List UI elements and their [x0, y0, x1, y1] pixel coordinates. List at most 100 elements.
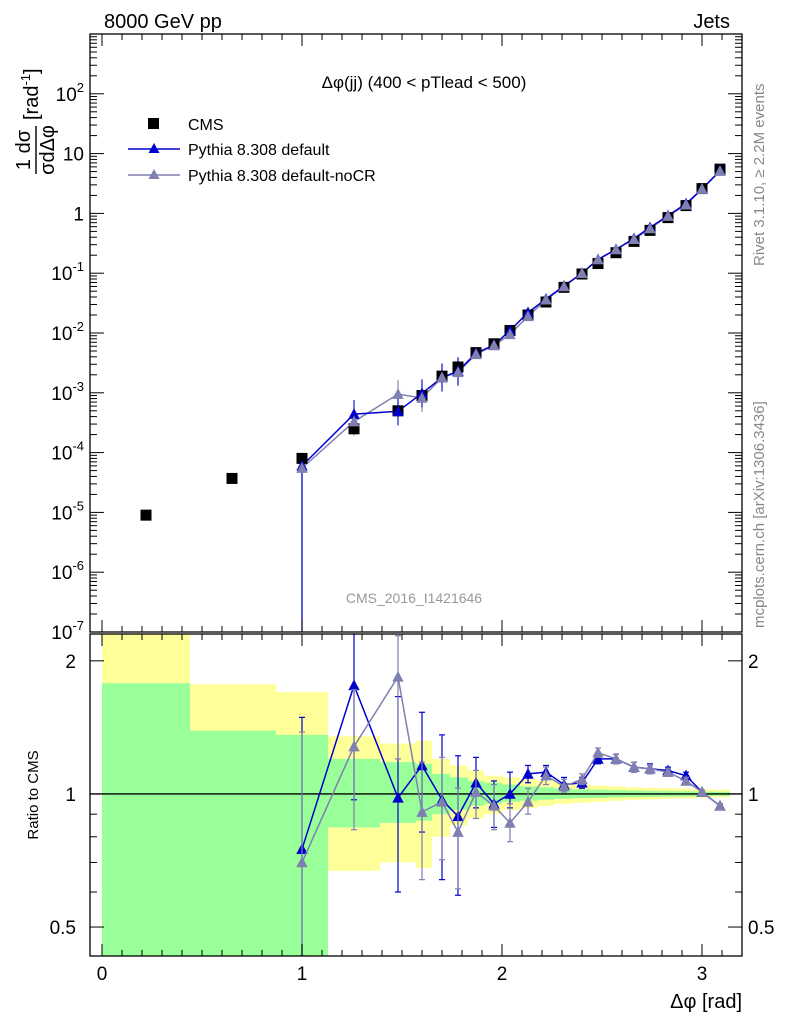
ratio-point [540, 769, 552, 781]
data-point-nocr [452, 366, 464, 378]
data-point-nocr [392, 388, 404, 399]
ratio-point [470, 786, 482, 797]
x-tick-label: 2 [497, 964, 508, 985]
header-energy-label: 8000 GeV pp [104, 11, 222, 33]
data-point-nocr [610, 243, 622, 255]
ratio-band-green [484, 782, 502, 804]
main-y-tick-label: 102 [56, 80, 84, 106]
legend-marker-nocr [148, 169, 160, 179]
x-tick-label: 0 [97, 964, 108, 985]
ratio-y-tick-label-left: 0.5 [50, 918, 76, 939]
data-point-nocr [522, 310, 534, 322]
ratio-point [592, 746, 604, 758]
ratio-band-green [102, 683, 190, 956]
data-point-nocr [504, 328, 516, 340]
legend-label-default: Pythia 8.308 default [188, 142, 330, 159]
main-y-tick-label: 10-4 [51, 439, 84, 465]
legend-marker-cms [148, 118, 159, 129]
ratio-y-tick-label-left: 1 [65, 785, 76, 806]
ratio-point [452, 826, 464, 837]
ratio-point [628, 761, 640, 772]
ratio-point [436, 795, 448, 807]
main-axis-ticks: 10-7 10-6 10-5 10-4 10-3 10-2 10-1 1 10 102 [51, 34, 743, 644]
data-point-cms [140, 509, 152, 521]
x-tick-label: 1 [297, 964, 308, 985]
main-y-tick-label: 10-1 [51, 259, 84, 285]
ratio-point [592, 752, 604, 764]
ratio-point [504, 816, 516, 828]
ratio-point [558, 780, 570, 792]
main-y-tick-label: 10 [63, 145, 84, 166]
y-label-unit: [rad-1] [18, 68, 43, 120]
data-point-nocr [470, 348, 482, 360]
ratio-y-tick-label-right: 0.5 [748, 918, 774, 939]
y-label-unit-exp: -1 [18, 74, 33, 86]
ratio-band-green [190, 730, 276, 956]
ratio-point [504, 787, 516, 799]
ratio-point [610, 752, 622, 764]
ratio-point [696, 786, 708, 797]
ratio-point [392, 670, 404, 682]
data-point-nocr [558, 280, 570, 292]
ratio-uncertainty-bands [102, 634, 730, 956]
ratio-y-tick-label-left: 2 [65, 652, 76, 673]
main-series-group [140, 163, 726, 632]
main-line-series-1 [301, 170, 721, 467]
ratio-point [680, 774, 692, 786]
ratio-point [522, 767, 534, 779]
x-axis-label: Δφ [rad] [670, 991, 742, 1013]
ratio-point [644, 762, 656, 774]
ratio-band-green [416, 763, 432, 821]
data-point-cms [226, 472, 238, 484]
data-point-nocr [348, 415, 360, 427]
data-point-cms [296, 452, 308, 464]
ratio-y-tick-label-right: 1 [748, 785, 759, 806]
analysis-id-label: CMS_2016_I1421646 [346, 590, 482, 606]
y-label-unit-close: ] [21, 68, 43, 74]
side-text-rivet: Rivet 3.1.10, ≥ 2.2M events [751, 84, 768, 267]
main-y-tick-label: 10-7 [51, 618, 84, 644]
legend-label-nocr: Pythia 8.308 default-noCR [188, 168, 376, 185]
ratio-y-tick-label-right: 2 [748, 652, 759, 673]
main-plot-title: Δφ(jj) (400 < pTlead < 500) [322, 73, 527, 92]
ratio-point [662, 766, 674, 777]
ratio-point [522, 795, 534, 807]
data-point-nocr [488, 339, 500, 351]
main-y-tick-label: 10-5 [51, 498, 84, 524]
data-point-nocr [644, 222, 656, 234]
data-point-nocr [680, 198, 692, 210]
data-point-nocr [416, 391, 428, 403]
legend: CMS Pythia 8.308 default Pythia 8.308 de… [128, 117, 376, 185]
main-y-tick-label: 10-6 [51, 558, 84, 584]
ratio-plot-frame [89, 633, 743, 957]
legend-label-cms: CMS [188, 117, 224, 134]
data-point-nocr [436, 371, 448, 383]
ratio-y-axis-label: Ratio to CMS [25, 750, 42, 839]
data-point-default [348, 408, 360, 419]
y-label-denominator: σdΔφ [37, 125, 59, 175]
ratio-point [714, 799, 726, 811]
ratio-point [392, 791, 404, 803]
main-y-tick-label: 1 [73, 204, 84, 225]
x-tick-label: 3 [697, 964, 708, 985]
data-point-cms [348, 423, 360, 435]
data-point-nocr [628, 233, 640, 245]
ratio-point [576, 773, 588, 784]
data-point-nocr [714, 165, 726, 176]
ratio-point [416, 806, 428, 817]
data-point-nocr [592, 253, 604, 265]
main-y-tick-label: 10-2 [51, 319, 84, 345]
data-point-nocr [540, 293, 552, 305]
main-line-series-2 [301, 170, 721, 469]
data-point-nocr [296, 462, 308, 473]
data-point-nocr [662, 210, 674, 221]
ratio-axis-ticks: 0 1 2 3 0.5 0.5 1 1 2 2 [50, 634, 774, 985]
data-point-nocr [576, 267, 588, 278]
data-point-nocr [696, 183, 708, 194]
main-y-axis-label: 1 dσ σdΔφ [rad-1] [13, 68, 59, 174]
header-process-label: Jets [693, 11, 730, 33]
ratio-point [296, 856, 308, 868]
y-label-unit-open: [rad [21, 86, 43, 120]
ratio-point [348, 679, 360, 691]
